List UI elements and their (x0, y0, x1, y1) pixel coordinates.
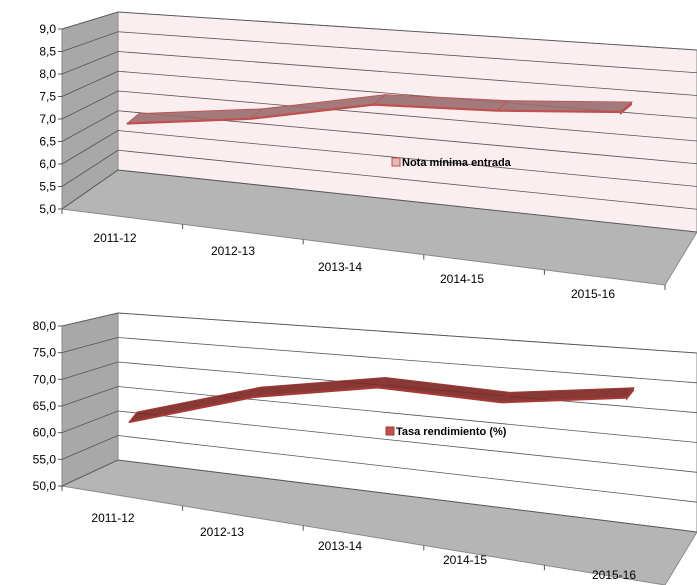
gridline (117, 149, 697, 210)
y-tick-label: 60,0 (33, 426, 57, 440)
side-gridline (61, 31, 119, 52)
legend-label: Nota mínima entrada (402, 157, 512, 169)
side-gridline (61, 312, 119, 327)
side-gridline (61, 459, 119, 487)
chart-nota-minima: 5,0 5,5 6,0 6,5 7,0 7,5 8,0 8,5 9,0 2011-12 2012-1… (39, 11, 697, 300)
side-gridline (61, 386, 119, 407)
legend-swatch (391, 157, 401, 167)
x-tick-label: 2013-14 (318, 260, 362, 274)
x-tick-label: 2014-15 (440, 272, 484, 286)
y-tick-label: 9,0 (39, 22, 56, 36)
y-tick-label: 75,0 (33, 346, 57, 360)
gridline (117, 130, 697, 187)
series-line (126, 103, 621, 125)
gridline (117, 169, 697, 233)
x-tick-label: 2013-14 (318, 539, 362, 553)
side-gridline (61, 337, 119, 354)
side-gridline (61, 130, 119, 165)
legend-swatch (385, 426, 395, 436)
x-tick-label: 2012-13 (211, 244, 255, 258)
series-line (128, 386, 627, 424)
legend-label: Tasa rendimiento (%) (396, 426, 507, 438)
y-tick-label: 8,5 (39, 45, 56, 59)
chart-tasa-rendimiento: 50,0 55,0 60,0 65,0 70,0 75,0 80,0 2011-12 2012-… (33, 312, 697, 585)
y-tick-label: 50,0 (33, 479, 57, 493)
y-tick-label: 6,0 (39, 157, 56, 171)
x-tick-label: 2014-15 (443, 553, 487, 567)
side-gridline (61, 51, 119, 75)
side-gridline (61, 149, 119, 187)
side-gridline (61, 169, 119, 210)
gridline (117, 337, 697, 384)
series-end-cap (626, 387, 634, 401)
gridline (117, 410, 697, 473)
y-tick-label: 8,0 (39, 67, 56, 81)
y-tick-label: 80,0 (33, 319, 57, 333)
y-tick-label: 65,0 (33, 399, 57, 413)
y-tick-label: 5,0 (39, 202, 56, 216)
y-tick-label: 7,0 (39, 112, 56, 126)
gridline (117, 435, 697, 503)
gridline (117, 31, 697, 74)
y-tick-label: 55,0 (33, 452, 57, 466)
x-tick-label: 2015-16 (571, 287, 615, 300)
gridline (117, 386, 697, 443)
gridline (117, 459, 697, 533)
y-tick-label: 6,5 (39, 135, 56, 149)
y-tick-label: 7,5 (39, 90, 56, 104)
gridline (117, 312, 697, 354)
x-tick-label: 2011-12 (93, 231, 136, 245)
y-tick-label: 70,0 (33, 372, 57, 386)
side-gridline (61, 361, 119, 380)
side-gridline (61, 70, 119, 97)
series-end-cap (620, 102, 632, 115)
y-tick-label: 5,5 (39, 180, 56, 194)
side-gridline (61, 90, 119, 120)
gridline (117, 51, 697, 96)
side-wall (61, 312, 119, 487)
x-tick-label: 2012-13 (200, 525, 244, 539)
side-gridline (61, 110, 119, 142)
x-tick-label: 2015-16 (592, 568, 636, 582)
gridline (117, 90, 697, 142)
side-gridline (61, 435, 119, 460)
side-gridline (61, 11, 119, 30)
gridline (117, 11, 697, 51)
x-tick-label: 2011-12 (91, 511, 134, 525)
side-gridline (61, 410, 119, 434)
